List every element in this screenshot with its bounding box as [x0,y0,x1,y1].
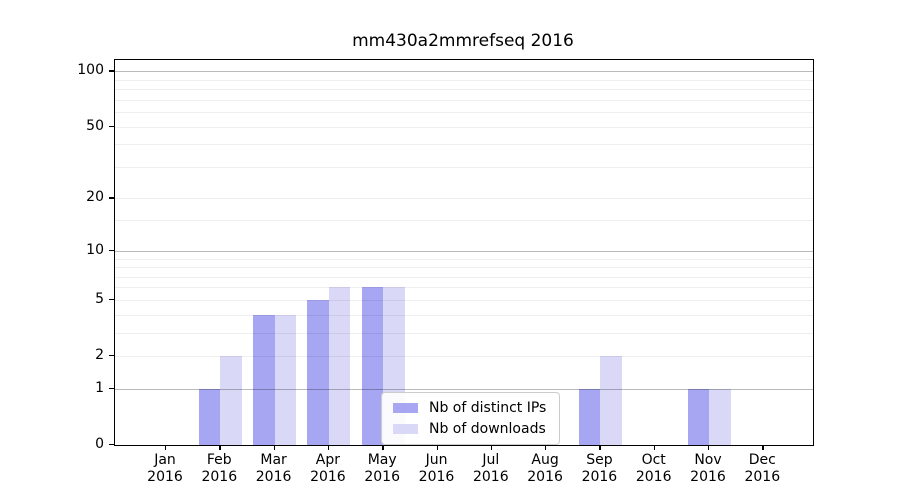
gridline-70 [115,99,813,101]
gridline-7 [115,276,813,278]
x-tick-label-sep: Sep 2016 [581,452,618,485]
x-tick-label-apr: Apr 2016 [310,452,346,485]
x-tick-mark-jul [490,445,493,450]
x-tick-label-mar: Mar 2016 [255,452,292,485]
x-tick-mark-nov [708,445,710,450]
y-tick-label-50: 50 [86,117,104,134]
x-tick-label-dec: Dec 2016 [744,452,781,485]
y-tick-label-20: 20 [86,189,104,206]
y-tick-label-2: 2 [95,347,104,364]
gridline-5 [115,299,813,301]
x-tick-mark-jan [165,445,167,450]
x-tick-mark-oct [653,445,656,450]
x-tick-mark-feb [219,445,221,450]
gridline-3 [115,332,813,334]
bar-may-distinct-ips [361,287,384,445]
bar-mar-distinct-ips [253,314,275,445]
bar-nov-downloads [709,388,731,445]
bar-nov-distinct-ips [687,388,709,445]
bar-sep-distinct-ips [578,388,601,445]
gridline-100 [115,71,813,73]
gridline-10 [115,250,813,252]
gridline-15 [115,220,813,222]
legend-swatch-distinct-ips [393,403,418,413]
bar-feb-downloads [220,356,242,445]
y-tick-label-0: 0 [95,436,104,452]
x-tick-label-jun: Jun 2016 [418,452,455,485]
bar-apr-downloads [328,287,351,445]
y-tick-mark-10 [109,249,114,252]
x-tick-label-aug: Aug 2016 [527,452,563,485]
x-tick-label-may: May 2016 [364,452,400,485]
gridline-6 [115,287,813,289]
gridline-80 [115,89,813,91]
x-tick-label-jul: Jul 2016 [472,452,509,485]
bar-mar-downloads [274,314,297,445]
bar-sep-downloads [600,356,622,445]
gridline-90 [115,79,813,81]
y-tick-mark-20 [109,197,114,199]
gridline-20 [115,198,813,200]
y-tick-mark-0 [109,444,114,446]
gridline-40 [115,144,813,146]
gridline-60 [115,112,813,114]
x-tick-mark-mar [273,445,275,450]
legend-label-distinct-ips: Nb of distinct IPs [429,400,547,416]
gridline-9 [115,258,813,260]
bar-apr-distinct-ips [307,299,329,445]
gridline-2 [115,356,813,358]
x-tick-mark-may [382,445,384,450]
legend-label-downloads: Nb of downloads [429,421,546,437]
bar-feb-distinct-ips [198,388,221,445]
y-tick-mark-1 [109,387,114,390]
legend-item-distinct-ips: Nb of distinct IPs [393,400,546,416]
y-tick-label-10: 10 [86,241,104,258]
y-tick-mark-50 [109,125,114,127]
x-tick-mark-sep [599,445,601,450]
legend-swatch-downloads [393,424,418,434]
y-tick-label-1: 1 [95,379,104,396]
legend-item-downloads: Nb of downloads [393,421,546,437]
y-tick-label-100: 100 [77,62,104,79]
gridline-1 [115,388,813,390]
y-tick-mark-5 [109,298,114,301]
x-tick-label-jan: Jan 2016 [147,452,183,485]
x-tick-mark-aug [545,445,547,450]
chart-title: mm430a2mmrefseq 2016 [352,31,574,51]
plot-area: Nb of distinct IPs Nb of downloads [114,59,814,446]
x-tick-mark-dec [762,445,764,450]
gridline-30 [115,166,813,168]
x-tick-mark-apr [327,445,330,450]
legend: Nb of distinct IPs Nb of downloads [381,392,561,445]
gridline-8 [115,267,813,269]
y-tick-mark-100 [109,70,114,72]
x-tick-label-feb: Feb 2016 [201,452,238,485]
gridline-50 [115,126,813,128]
x-tick-label-oct: Oct 2016 [635,452,672,485]
x-tick-mark-jun [436,445,438,450]
x-tick-label-nov: Nov 2016 [690,452,726,485]
gridline-4 [115,314,813,316]
y-tick-label-5: 5 [95,290,104,307]
y-tick-mark-2 [109,355,114,357]
